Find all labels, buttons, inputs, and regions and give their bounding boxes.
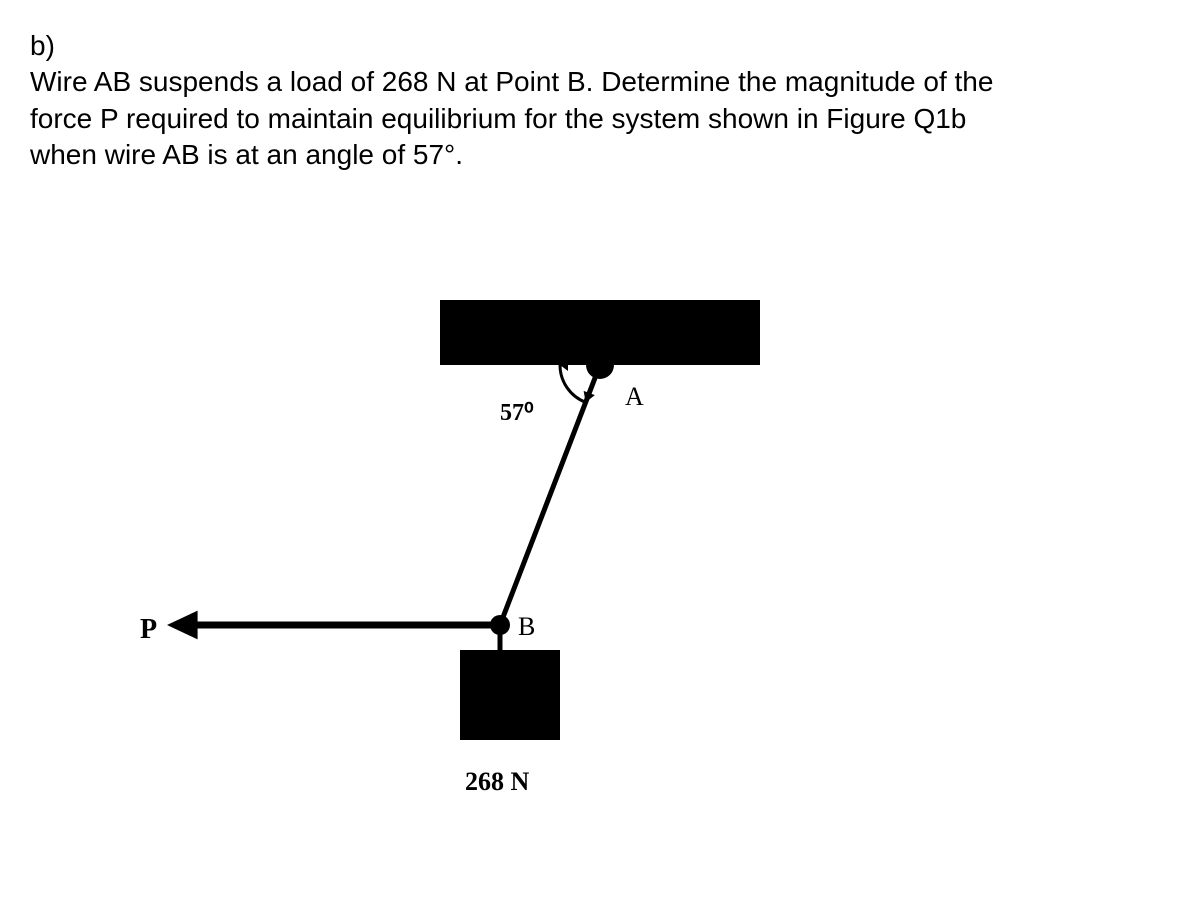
force-p-label: P [140,614,157,645]
question-line-1: Wire AB suspends a load of 268 N at Poin… [30,66,993,97]
load-block [460,650,560,740]
question-prefix: b) [30,28,68,64]
equilibrium-diagram: A B 57⁰ P 268 N [140,300,840,850]
question-line-2: force P required to maintain equilibrium… [30,103,966,134]
question-body: Wire AB suspends a load of 268 N at Poin… [30,64,1118,173]
question-line-3: when wire AB is at an angle of 57°. [30,139,463,170]
point-a-circle [586,351,614,379]
load-value-label: 268 N [465,767,530,796]
angle-arc [560,365,586,402]
angle-label: 57⁰ [500,400,534,426]
force-p-arrowhead [167,611,198,640]
diagram-container: A B 57⁰ P 268 N [140,300,840,850]
point-b-label: B [518,612,535,641]
question-text: b) Wire AB suspends a load of 268 N at P… [30,28,1160,174]
point-a-label: A [625,382,644,411]
point-b-circle [490,615,510,635]
